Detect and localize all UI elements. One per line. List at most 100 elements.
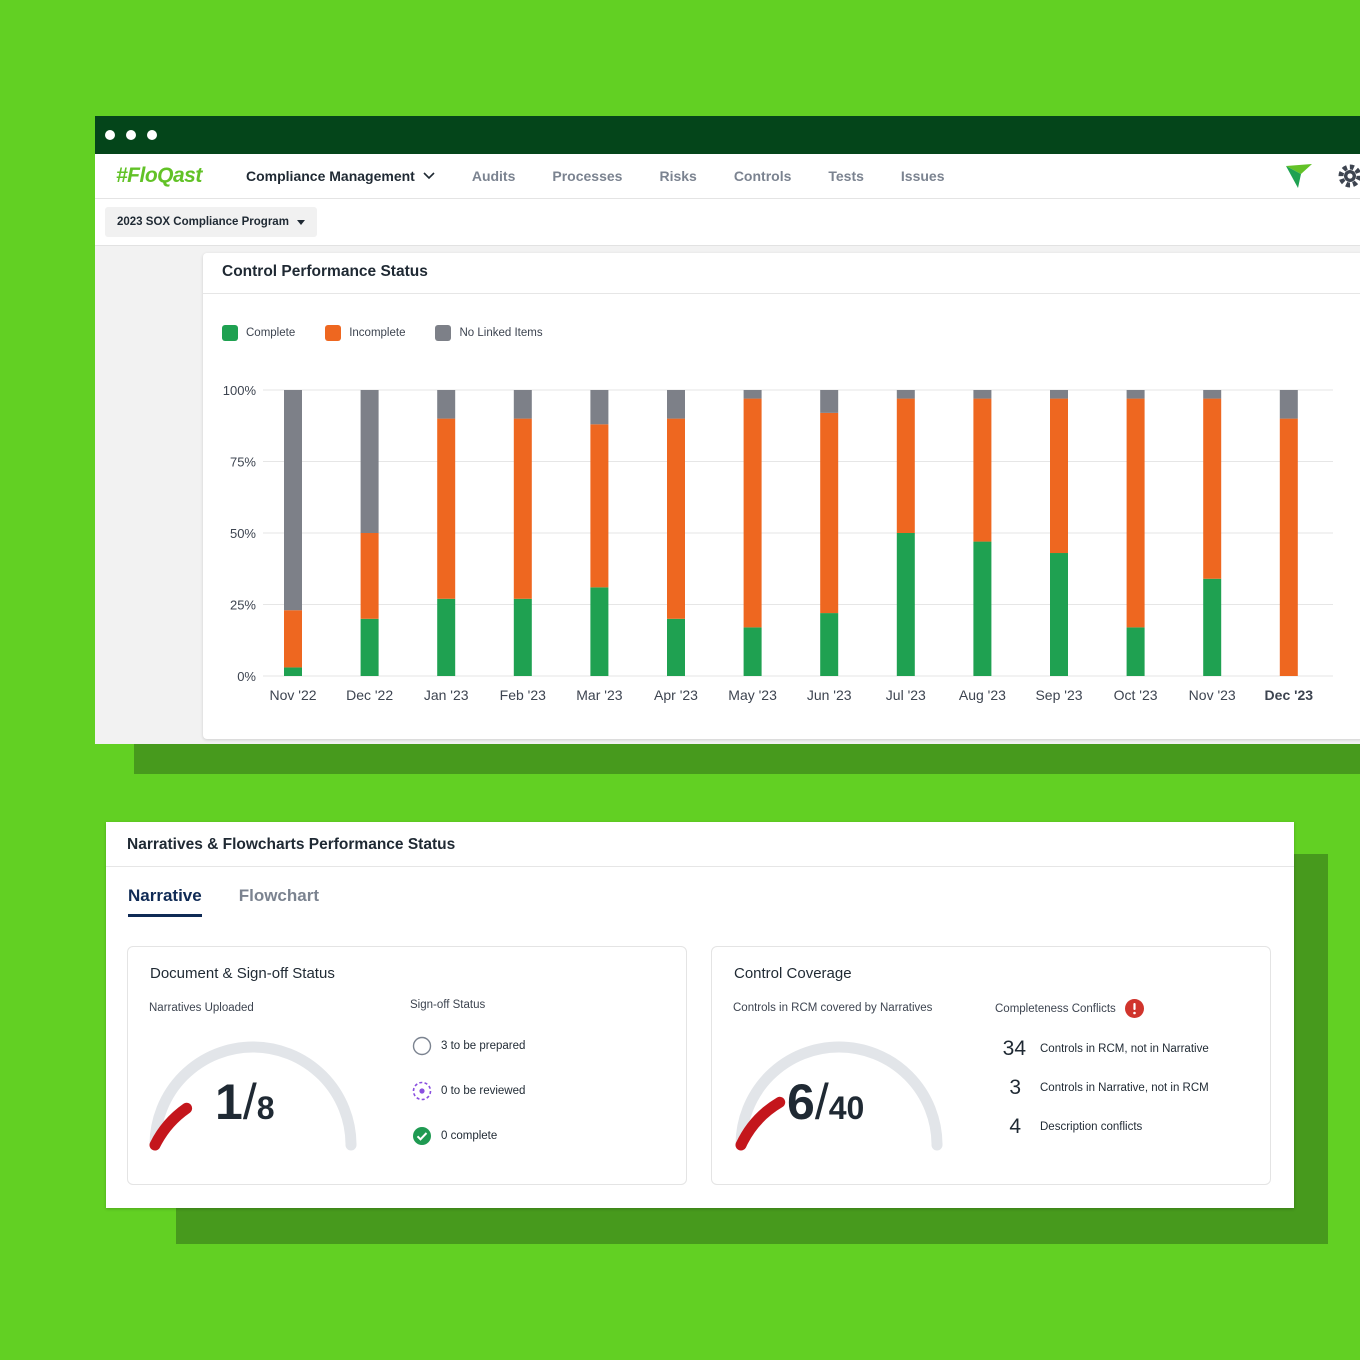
x-tick-label: Sep '23 (1035, 687, 1082, 703)
legend-swatch (435, 325, 452, 341)
floqast-logo[interactable]: #FloQast (116, 164, 202, 187)
alert-icon[interactable] (1124, 999, 1144, 1018)
bar-segment (513, 598, 532, 676)
bar-segment (1126, 627, 1145, 676)
bar-segment (437, 390, 456, 419)
y-tick-label: 75% (230, 455, 256, 470)
stacked-bar-chart: 0% 25% 50% 75% 100% Nov '22 Dec '22 Jan '23 Feb … (223, 383, 1333, 703)
bar-segment (1126, 398, 1145, 628)
conflicts-label: Completeness Conflicts (995, 1002, 1116, 1015)
bar-segment (1050, 553, 1068, 676)
conflict-text: Controls in RCM, not in Narrative (1040, 1043, 1209, 1055)
bar-segment (1279, 418, 1298, 676)
x-tick-label: Nov '23 (1189, 687, 1236, 703)
app-window: #FloQast Compliance Management Audits Pr… (95, 116, 1360, 744)
y-tick-label: 0% (237, 669, 256, 684)
window-dot[interactable] (126, 130, 136, 140)
backdrop-shadow-top (134, 740, 1360, 774)
nav-processes[interactable]: Processes (552, 168, 623, 184)
bar-segment (284, 390, 302, 611)
covered-count: 6/40 (787, 1073, 864, 1131)
bar-segment (1126, 390, 1145, 399)
bar-segment (590, 587, 609, 676)
program-selector[interactable]: 2023 SOX Compliance Program (105, 207, 317, 237)
bar-segment (284, 610, 302, 668)
signoff-text: 0 to be reviewed (441, 1085, 526, 1097)
bar-segment (973, 398, 992, 542)
covered-value: 6 (787, 1074, 815, 1130)
nav-controls[interactable]: Controls (733, 168, 792, 184)
control-performance-panel: Control Performance Status Complete Inco… (203, 253, 1360, 739)
legend-swatch (222, 325, 238, 341)
nav-compliance-management[interactable]: Compliance Management (246, 168, 435, 184)
x-tick-label: Mar '23 (576, 687, 622, 703)
y-tick-label: 50% (230, 526, 256, 541)
window-dot[interactable] (147, 130, 157, 140)
nav-risks[interactable]: Risks (659, 168, 697, 184)
nav-actions (1284, 162, 1360, 190)
bar-segment (973, 541, 992, 676)
bar-segment (1203, 390, 1222, 399)
bar-segment (590, 424, 609, 588)
conflict-text: Controls in Narrative, not in RCM (1040, 1082, 1209, 1094)
flag-icon[interactable] (1284, 162, 1314, 190)
signoff-text: 0 complete (441, 1130, 498, 1142)
document-signoff-card: Document & Sign-off Status Narratives Up… (127, 946, 687, 1185)
chevron-down-icon (423, 172, 435, 180)
nav-label: Compliance Management (246, 168, 415, 184)
card-title: Narratives & Flowcharts Performance Stat… (106, 822, 1294, 867)
bar-segment (513, 390, 532, 419)
legend-label: No Linked Items (459, 327, 543, 339)
bar-segment (1279, 390, 1298, 419)
bar-segment (590, 390, 609, 425)
window-dot[interactable] (105, 130, 115, 140)
legend-item-complete: Complete (222, 325, 295, 341)
signoff-row-reviewed: 0 to be reviewed (412, 1081, 525, 1101)
x-tick-label: Jun '23 (807, 687, 852, 703)
gauge-track (149, 1041, 357, 1151)
y-tick-label: 100% (223, 383, 257, 398)
nav-issues[interactable]: Issues (900, 168, 945, 184)
x-tick-label: Nov '22 (269, 687, 316, 703)
uploaded-value: 1 (215, 1074, 243, 1130)
document-card-title: Document & Sign-off Status (150, 965, 335, 982)
program-bar: 2023 SOX Compliance Program (95, 199, 1360, 246)
coverage-gauge (735, 1041, 943, 1151)
conflict-count: 4 (1009, 1115, 1021, 1138)
check-circle-icon (413, 1127, 431, 1145)
conflict-count: 3 (1009, 1076, 1021, 1099)
tab-narrative[interactable]: Narrative (128, 886, 202, 917)
y-tick-label: 25% (230, 598, 256, 613)
narratives-card: Narratives & Flowcharts Performance Stat… (106, 822, 1294, 1208)
bar-segment (743, 390, 762, 399)
bar-segment (437, 418, 456, 599)
gear-icon[interactable] (1336, 163, 1360, 189)
bar-segment (667, 390, 685, 419)
bar-segment (820, 613, 839, 676)
covered-total: 40 (828, 1090, 865, 1126)
narrative-tabs: Narrative Flowchart (128, 886, 319, 917)
legend-swatch (325, 325, 342, 341)
uploaded-gauge (149, 1041, 357, 1151)
bar-segment (743, 398, 762, 628)
bar-segment (1050, 398, 1068, 554)
x-tick-label: Oct '23 (1114, 687, 1158, 703)
window-titlebar (95, 116, 1360, 154)
x-tick-label: Jul '23 (886, 687, 926, 703)
x-tick-label: Aug '23 (959, 687, 1006, 703)
signoff-status-label: Sign-off Status (410, 999, 486, 1011)
tab-flowchart[interactable]: Flowchart (238, 886, 320, 905)
bar-segment (360, 618, 379, 676)
dashed-circle-icon (412, 1081, 432, 1101)
signoff-row-complete: 0 complete (412, 1126, 497, 1146)
panel-title: Control Performance Status (203, 253, 1360, 294)
bar-segment (667, 418, 685, 619)
bar-segment (1203, 398, 1222, 579)
bar-segment (1203, 578, 1222, 676)
bar-segment (360, 533, 379, 619)
fraction-slash: / (814, 1074, 829, 1130)
nav-audits[interactable]: Audits (471, 168, 516, 184)
legend-item-no-linked: No Linked Items (435, 325, 543, 341)
nav-tests[interactable]: Tests (828, 168, 864, 184)
bar-segment (284, 667, 302, 676)
